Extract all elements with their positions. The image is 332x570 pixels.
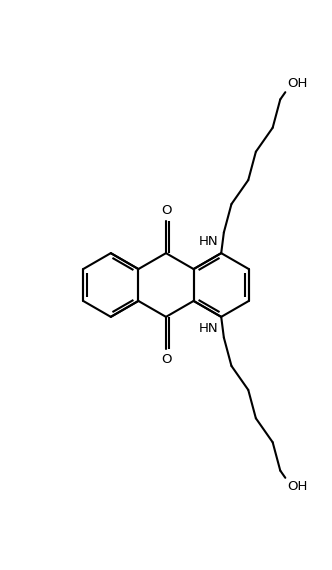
Text: O: O xyxy=(161,353,171,366)
Text: OH: OH xyxy=(287,76,308,89)
Text: HN: HN xyxy=(198,235,218,249)
Text: HN: HN xyxy=(198,321,218,335)
Text: O: O xyxy=(161,204,171,217)
Text: OH: OH xyxy=(287,481,308,494)
